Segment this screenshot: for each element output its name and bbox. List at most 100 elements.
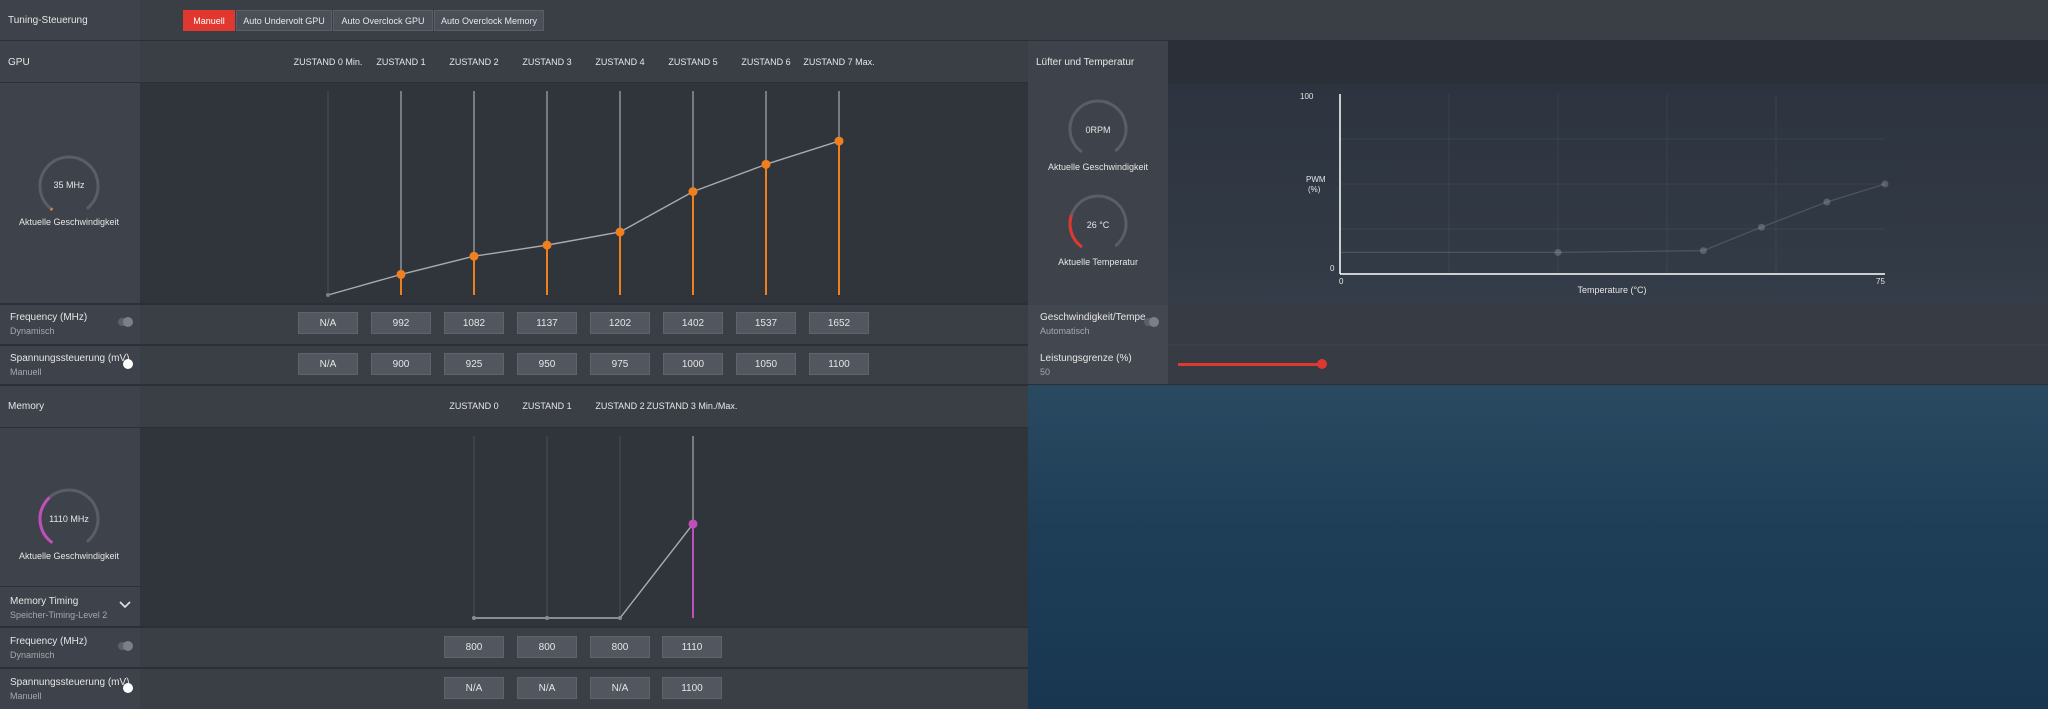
memory-voltage-state-1[interactable]: N/A xyxy=(517,677,577,699)
memory-voltage-toggle[interactable] xyxy=(123,683,133,693)
gpu-voltage-state-1[interactable]: 900 xyxy=(371,353,431,375)
memory-frequency-toggle[interactable] xyxy=(118,641,133,651)
power-limit-slider-track[interactable] xyxy=(1178,363,1324,366)
gpu-frequency-state-5[interactable]: 1402 xyxy=(663,312,723,334)
gpu-frequency-state-7[interactable]: 1652 xyxy=(809,312,869,334)
gpu-voltage-label: Spannungssteuerung (mV) xyxy=(10,353,130,364)
tuning-label-cell xyxy=(0,0,140,40)
fan-curve-point-4 xyxy=(1881,180,1889,188)
gpu-state-5-header: ZUSTAND 5 xyxy=(668,57,718,67)
gpu-frequency-state-3[interactable]: 1137 xyxy=(517,312,577,334)
gpu-title-cell xyxy=(0,41,140,82)
gpu-frequency-row xyxy=(0,305,1028,344)
memory-state-2-header: ZUSTAND 2 xyxy=(595,401,645,411)
gpu-voltage-state-4[interactable]: 975 xyxy=(590,353,650,375)
fan-title: Lüfter und Temperatur xyxy=(1036,57,1135,68)
gpu-speed-gauge xyxy=(38,155,100,217)
gpu-state-4-point xyxy=(615,227,625,237)
memory-state-1-point xyxy=(545,616,549,620)
memory-state-1-header: ZUSTAND 1 xyxy=(522,401,572,411)
fan-x-max: 75 xyxy=(1876,277,1885,286)
memory-state-2-point xyxy=(618,616,622,620)
gpu-state-7-point xyxy=(834,136,844,146)
memory-state-0-header: ZUSTAND 0 xyxy=(449,401,499,411)
memory-state-3-point xyxy=(688,519,698,529)
gpu-voltage-state-6[interactable]: 1050 xyxy=(736,353,796,375)
gpu-state-0-point xyxy=(326,293,330,297)
gpu-voltage-state-5[interactable]: 1000 xyxy=(663,353,723,375)
power-limit-label: Leistungsgrenze (%) xyxy=(1040,353,1132,364)
memory-frequency-label-cell xyxy=(0,628,140,667)
gpu-voltage-state-0[interactable]: N/A xyxy=(298,353,358,375)
fan-x-min: 0 xyxy=(1339,277,1344,286)
memory-header-bar xyxy=(0,386,1028,427)
power-limit-value: 50 xyxy=(1040,367,1051,377)
gpu-curve-line xyxy=(327,140,840,296)
gpu-voltage-state-2[interactable]: 925 xyxy=(444,353,504,375)
memory-state-0-point xyxy=(472,616,476,620)
memory-frequency-state-1[interactable]: 800 xyxy=(517,636,577,658)
gpu-frequency-state-4[interactable]: 1202 xyxy=(590,312,650,334)
gpu-state-6-point xyxy=(761,159,771,169)
memory-frequency-state-0[interactable]: 800 xyxy=(444,636,504,658)
gpu-voltage-state-3[interactable]: 950 xyxy=(517,353,577,375)
memory-state-3-header: ZUSTAND 3 Min./Max. xyxy=(646,401,738,411)
gpu-state-2-point xyxy=(469,251,479,261)
auto-overclock-memory-button[interactable]: Auto Overclock Memory xyxy=(434,10,544,31)
gpu-frequency-state-0[interactable]: N/A xyxy=(298,312,358,334)
memory-frequency-state-3[interactable]: 1110 xyxy=(662,636,722,658)
fan-speed-temp-label: Geschwindigkeit/Tempe... xyxy=(1040,312,1154,323)
gpu-state-4-header: ZUSTAND 4 xyxy=(595,57,645,67)
fan-y-min: 0 xyxy=(1330,264,1335,273)
desktop-background xyxy=(1028,385,2048,709)
memory-voltage-state-3[interactable]: 1100 xyxy=(662,677,722,699)
manual-button[interactable]: Manuell xyxy=(183,10,235,31)
memory-frequency-row xyxy=(0,628,1028,667)
gpu-voltage-label-cell xyxy=(0,346,140,384)
gpu-voltage-state-7[interactable]: 1100 xyxy=(809,353,869,375)
fan-speed-temp-toggle[interactable] xyxy=(1144,317,1159,327)
memory-voltage-label: Spannungssteuerung (mV) xyxy=(10,677,130,688)
memory-title-cell xyxy=(0,386,140,427)
temperature-gauge xyxy=(1068,194,1128,254)
memory-voltage-sub: Manuell xyxy=(10,691,42,701)
gpu-state-7-header: ZUSTAND 7 Max. xyxy=(803,57,875,67)
fan-y-label-2: (%) xyxy=(1308,185,1321,194)
gpu-title: GPU xyxy=(8,57,30,68)
memory-voltage-state-2[interactable]: N/A xyxy=(590,677,650,699)
memory-speed-gauge xyxy=(38,488,100,550)
fan-curve-point-2 xyxy=(1757,223,1765,231)
gpu-chart-area xyxy=(140,83,1028,303)
fan-curve-point-0 xyxy=(1554,248,1562,256)
memory-voltage-state-0[interactable]: N/A xyxy=(444,677,504,699)
chevron-down-icon[interactable] xyxy=(119,601,131,609)
auto-undervolt-gpu-button[interactable]: Auto Undervolt GPU xyxy=(236,10,332,31)
memory-chart-area xyxy=(140,428,1028,626)
fan-curve-point-3 xyxy=(1823,198,1831,206)
gpu-frequency-label-cell xyxy=(0,305,140,344)
memory-voltage-row xyxy=(0,669,1028,709)
auto-overclock-gpu-button[interactable]: Auto Overclock GPU xyxy=(333,10,433,31)
gpu-header-bar xyxy=(0,41,1028,82)
gpu-state-1-point xyxy=(396,269,406,279)
fan-curve-chart xyxy=(1339,94,1889,275)
memory-frequency-state-2[interactable]: 800 xyxy=(590,636,650,658)
gpu-frequency-state-1[interactable]: 992 xyxy=(371,312,431,334)
gpu-frequency-state-2[interactable]: 1082 xyxy=(444,312,504,334)
memory-timing-cell[interactable] xyxy=(0,587,140,626)
fan-speed-temp-sub: Automatisch xyxy=(1040,326,1090,336)
gpu-voltage-toggle[interactable] xyxy=(123,359,133,369)
gpu-frequency-label: Frequency (MHz) xyxy=(10,312,88,323)
gpu-frequency-sub: Dynamisch xyxy=(10,326,55,336)
fan-y-max: 100 xyxy=(1300,92,1314,101)
gpu-state-2-header: ZUSTAND 2 xyxy=(449,57,499,67)
memory-gauge-caption: Aktuelle Geschwindigkeit xyxy=(18,551,120,561)
power-limit-slider-handle[interactable] xyxy=(1317,359,1327,369)
gpu-frequency-state-6[interactable]: 1537 xyxy=(736,312,796,334)
gpu-gauge-cell xyxy=(0,83,140,303)
memory-frequency-sub: Dynamisch xyxy=(10,650,55,660)
gpu-state-5-point xyxy=(688,187,698,197)
gpu-frequency-toggle[interactable] xyxy=(118,317,133,327)
memory-timing-label: Memory Timing xyxy=(10,596,79,607)
memory-state-chart xyxy=(472,436,698,620)
